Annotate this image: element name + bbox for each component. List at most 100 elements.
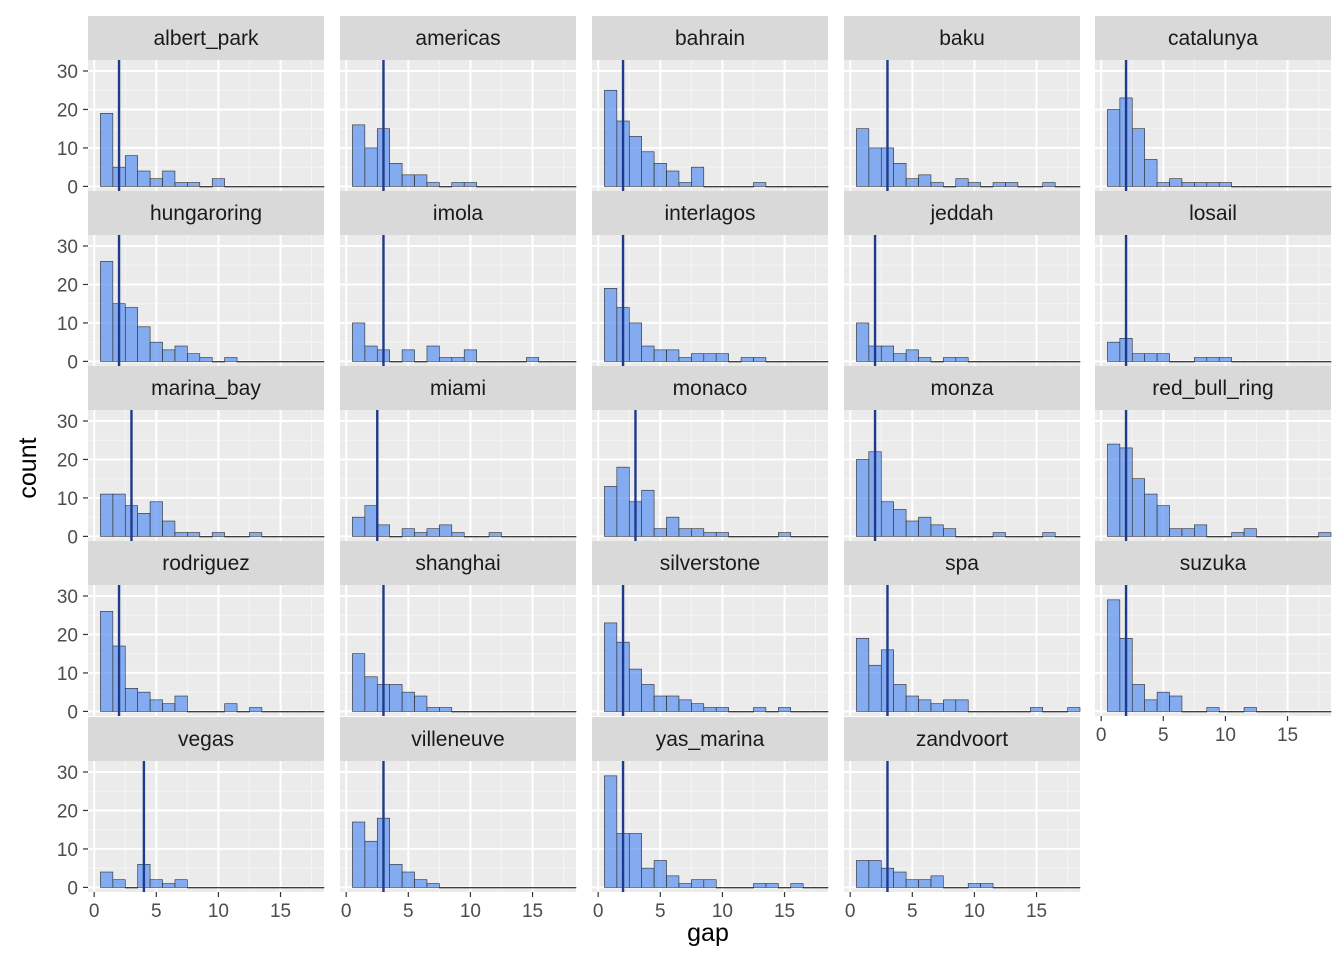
histogram-bar [1218, 182, 1232, 187]
histogram-bar [703, 532, 717, 537]
facet-title: marina_bay [151, 377, 261, 400]
histogram-bar [905, 520, 919, 537]
histogram-bar [1042, 182, 1056, 187]
histogram-bar [124, 307, 138, 362]
histogram-bar [740, 887, 754, 889]
facet-red-bull-ring: red_bull_ring [1095, 366, 1332, 541]
histogram-bar [249, 707, 263, 712]
histogram-bar [1030, 887, 1044, 889]
histogram-bar [765, 883, 779, 888]
histogram-bar [628, 833, 642, 888]
facet-hungaroring: hungaroring 0 10 20 30 [57, 191, 325, 373]
histogram-bar [261, 887, 275, 889]
histogram-bar [666, 170, 680, 187]
histogram-bar [1194, 524, 1208, 537]
histogram-bar [501, 711, 515, 713]
x-tick-label: 5 [151, 901, 162, 922]
histogram-bar [778, 361, 792, 363]
x-axis: 0 5 10 15 [89, 892, 291, 922]
histogram-bar [501, 536, 515, 538]
histogram-bar [174, 695, 188, 712]
histogram-bar [100, 611, 114, 712]
histogram-bar [1181, 361, 1195, 363]
x-axis: 0 5 10 15 [341, 892, 543, 922]
histogram-bar [666, 875, 680, 888]
histogram-bar [641, 684, 655, 712]
histogram-bar [1042, 532, 1056, 537]
histogram-bar [414, 695, 428, 712]
histogram-bar [1156, 505, 1170, 537]
facet-spa: spa [844, 541, 1081, 716]
histogram-bar [311, 361, 325, 363]
histogram-bar [666, 349, 680, 362]
histogram-bar [691, 703, 705, 712]
histogram-bar [1281, 361, 1295, 363]
histogram-bar [563, 887, 577, 889]
histogram-bar [286, 536, 300, 538]
histogram-bar [728, 186, 742, 188]
histogram-bar [414, 879, 428, 888]
histogram-bars [1107, 97, 1332, 188]
panel-background [1095, 235, 1331, 366]
histogram-bar [1169, 361, 1183, 363]
histogram-bar [513, 361, 527, 363]
facet-imola: imola [340, 191, 577, 366]
histogram-bar [604, 622, 618, 712]
histogram-bar [401, 871, 415, 888]
histogram-bar [1107, 599, 1121, 712]
histogram-bar [653, 349, 667, 362]
histogram-bar [401, 349, 415, 362]
histogram-bar [790, 186, 804, 188]
histogram-bar [1318, 361, 1332, 363]
histogram-bar [211, 361, 225, 363]
histogram-bar [1067, 707, 1081, 712]
histogram-bar [1169, 178, 1183, 187]
histogram-bar [1054, 186, 1068, 188]
x-tick-label: 10 [1215, 725, 1236, 746]
histogram-bar [1243, 361, 1257, 363]
histogram-bar [893, 871, 907, 888]
histogram-bar [488, 711, 502, 713]
histogram-bar [778, 532, 792, 537]
facet-strip [1095, 191, 1331, 235]
histogram-bar [1281, 536, 1295, 538]
histogram-bar [261, 186, 275, 188]
histogram-bar [1293, 361, 1307, 363]
histogram-bars [100, 611, 325, 713]
x-tick-label: 5 [655, 901, 666, 922]
histogram-bar [604, 775, 618, 888]
histogram-bar [967, 536, 981, 538]
histogram-bar [1293, 186, 1307, 188]
histogram-bar [666, 695, 680, 712]
x-axis: 0 5 10 15 [593, 892, 795, 922]
histogram-bar [666, 516, 680, 537]
histogram-bar [199, 186, 213, 188]
histogram-bar [488, 887, 502, 889]
histogram-bar [628, 668, 642, 712]
y-axis-title: count [14, 437, 42, 498]
histogram-bar [501, 361, 515, 363]
histogram-bar [1305, 361, 1319, 363]
histogram-bar [856, 638, 870, 712]
histogram-bar [980, 536, 994, 538]
x-tick-label: 15 [522, 901, 543, 922]
histogram-bar [1318, 532, 1332, 537]
histogram-bar [1054, 711, 1068, 713]
histogram-bar [174, 532, 188, 537]
facet-strip [340, 366, 576, 410]
histogram-bar [426, 707, 440, 712]
histogram-bar [1218, 536, 1232, 538]
facet-albert-park: albert_park 0 10 20 30 [57, 16, 325, 198]
histogram-bar [364, 147, 378, 187]
histogram-bar [1206, 536, 1220, 538]
y-tick-label: 20 [57, 450, 78, 471]
histogram-bar [1017, 536, 1031, 538]
histogram-bar [653, 695, 667, 712]
histogram-bar [943, 357, 957, 362]
histogram-bar [149, 879, 163, 888]
facet-title: rodriguez [162, 552, 250, 575]
histogram-bar [967, 711, 981, 713]
histogram-bar [1305, 711, 1319, 713]
histogram-bar [815, 186, 829, 188]
y-tick-label: 10 [57, 664, 78, 685]
